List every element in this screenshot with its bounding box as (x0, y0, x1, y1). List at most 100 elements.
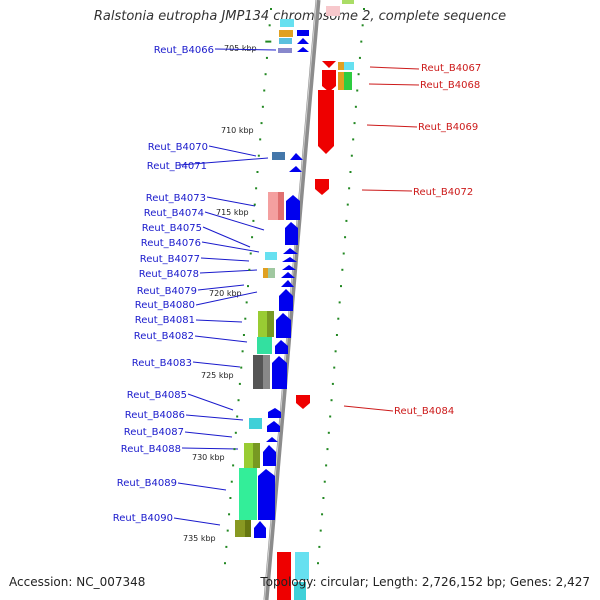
gene-block (265, 252, 277, 260)
gene-block (239, 468, 257, 520)
gene-label-reut_b4078[interactable]: Reut_B4078 (139, 269, 199, 280)
tick-mark (329, 415, 332, 418)
tick-mark (256, 171, 259, 173)
forward-gene-arrow (297, 38, 309, 44)
tick-mark (249, 252, 252, 255)
gene-block (253, 443, 260, 468)
gene-block (244, 443, 253, 468)
scale-label-720: 720 kbp (209, 289, 242, 298)
tick-mark (238, 382, 241, 385)
gene-block (249, 418, 262, 429)
forward-gene-arrow (266, 437, 278, 442)
gene-label-reut_b4089[interactable]: Reut_B4089 (117, 478, 177, 489)
tick-mark (257, 154, 260, 157)
gene-label-reut_b4077[interactable]: Reut_B4077 (140, 254, 200, 265)
gene-label-reut_b4081[interactable]: Reut_B4081 (135, 315, 195, 326)
tick-mark (348, 187, 351, 190)
forward-gene-arrow (290, 153, 303, 160)
gene-label-reut_b4066[interactable]: Reut_B4066 (154, 45, 214, 56)
forward-gene-arrow (268, 408, 281, 418)
gene-label-reut_b4083[interactable]: Reut_B4083 (132, 358, 192, 369)
gene-label-reut_b4072[interactable]: Reut_B4072 (413, 187, 473, 198)
gene-label-reut_b4088[interactable]: Reut_B4088 (121, 444, 181, 455)
tick-mark (361, 24, 364, 27)
tick-mark (260, 122, 263, 125)
tick-mark (248, 268, 251, 271)
tick-mark (253, 203, 256, 206)
tick-mark (245, 301, 248, 304)
right-leader-lines (343, 66, 420, 412)
gene-block (235, 520, 245, 537)
gene-block (263, 268, 268, 278)
reverse-gene-arrow (296, 395, 310, 409)
gene-label-reut_b4084[interactable]: Reut_B4084 (394, 406, 454, 417)
tick-mark (224, 562, 227, 565)
tick-mark (318, 545, 321, 548)
tick-mark (228, 513, 231, 516)
tick-mark (229, 497, 232, 499)
tick-mark (255, 187, 258, 190)
gene-label-reut_b4087[interactable]: Reut_B4087 (124, 427, 184, 438)
gene-label-reut_b4076[interactable]: Reut_B4076 (141, 238, 201, 249)
reverse-gene-arrow (277, 552, 291, 600)
gene-block (326, 6, 340, 16)
forward-gene-arrow (279, 289, 293, 311)
tick-mark (334, 350, 337, 353)
forward-gene-arrow (282, 265, 296, 270)
tick-mark (247, 285, 250, 288)
gene-label-reut_b4069[interactable]: Reut_B4069 (418, 122, 478, 133)
gene-label-reut_b4073[interactable]: Reut_B4073 (146, 193, 206, 204)
gene-label-reut_b4090[interactable]: Reut_B4090 (113, 513, 173, 524)
tick-mark (252, 219, 255, 222)
forward-gene-arrow (263, 445, 276, 466)
tick-mark (241, 350, 244, 353)
tick-mark (323, 480, 326, 483)
gene-block (280, 19, 294, 27)
tick-mark (363, 8, 365, 10)
gene-block (344, 62, 354, 70)
forward-gene-arrow (286, 195, 300, 220)
tick-mark (353, 122, 356, 125)
gene-block (294, 582, 306, 600)
tick-marks (224, 8, 365, 565)
tick-mark (261, 105, 264, 108)
forward-gene-arrow (275, 340, 288, 354)
gene-block (257, 337, 272, 354)
tick-mark (360, 40, 363, 43)
tick-mark (345, 219, 348, 222)
tick-mark (259, 138, 262, 141)
forward-gene-arrow (254, 521, 266, 538)
tick-mark (338, 301, 341, 304)
tick-mark (237, 399, 240, 402)
gene-label-reut_b4080[interactable]: Reut_B4080 (135, 300, 195, 311)
gene-label-reut_b4071[interactable]: Reut_B4071 (147, 161, 207, 172)
gene-label-reut_b4085[interactable]: Reut_B4085 (127, 390, 187, 401)
scale-label-735: 735 kbp (183, 534, 216, 543)
forward-gene-arrow (281, 280, 294, 287)
tick-mark (349, 171, 352, 173)
forward-gene-arrow (285, 222, 298, 245)
gene-block (344, 72, 352, 90)
gene-label-reut_b4075[interactable]: Reut_B4075 (142, 223, 202, 234)
tick-mark (327, 431, 330, 434)
tick-mark (263, 89, 266, 92)
gene-block (245, 520, 251, 537)
gene-label-reut_b4082[interactable]: Reut_B4082 (134, 331, 194, 342)
gene-block (278, 192, 284, 220)
tick-mark (251, 236, 254, 239)
tick-mark (342, 252, 345, 255)
left-leader-lines (173, 48, 277, 526)
gene-label-reut_b4074[interactable]: Reut_B4074 (144, 208, 204, 219)
tick-mark (341, 268, 344, 271)
gene-label-reut_b4070[interactable]: Reut_B4070 (148, 142, 208, 153)
gene-label-reut_b4079[interactable]: Reut_B4079 (137, 286, 197, 297)
tick-mark (340, 285, 343, 288)
tick-mark (356, 89, 359, 92)
gene-block (267, 311, 274, 337)
gene-label-reut_b4067[interactable]: Reut_B4067 (421, 63, 481, 74)
gene-label-reut_b4086[interactable]: Reut_B4086 (125, 410, 185, 421)
tick-mark (337, 317, 340, 320)
gene-label-reut_b4068[interactable]: Reut_B4068 (420, 80, 480, 91)
forward-gene-arrow (272, 356, 287, 389)
forward-gene-arrow (267, 421, 280, 432)
